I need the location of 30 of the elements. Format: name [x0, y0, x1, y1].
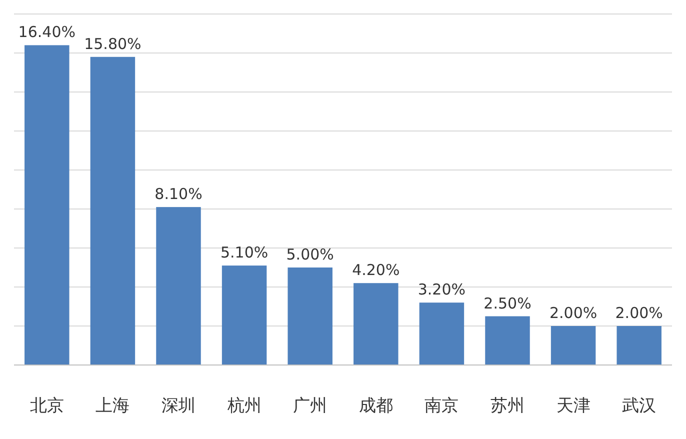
bar	[90, 56, 136, 365]
bar	[156, 207, 201, 365]
bar	[419, 302, 464, 365]
x-tick-label: 北京	[30, 396, 64, 416]
x-tick-label: 杭州	[226, 396, 262, 416]
x-tick-label: 南京	[424, 396, 459, 416]
data-label: 8.10%	[154, 185, 202, 204]
x-tick-label: 苏州	[490, 396, 524, 416]
data-label: 4.20%	[352, 261, 400, 280]
data-label: 5.10%	[220, 244, 268, 262]
bar	[550, 326, 596, 365]
data-label: 3.20%	[418, 280, 466, 299]
x-tick-label: 上海	[96, 396, 130, 416]
bar	[222, 266, 267, 365]
data-label: 2.50%	[484, 294, 532, 312]
bar	[354, 283, 398, 365]
data-label: 2.00%	[549, 304, 598, 322]
bar	[24, 45, 70, 365]
x-tick-label: 深圳	[162, 396, 196, 416]
bar	[485, 316, 530, 365]
data-label: 16.40%	[18, 23, 76, 42]
data-label: 15.80%	[84, 34, 142, 53]
data-label: 5.00%	[286, 246, 334, 264]
x-tick-label: 成都	[358, 396, 393, 416]
x-tick-label: 天津	[556, 396, 590, 416]
bar	[616, 326, 662, 365]
bar	[288, 268, 332, 365]
x-tick-label: 武汉	[622, 396, 656, 416]
x-tick-label: 广州	[293, 396, 328, 416]
data-label: 2.00%	[615, 304, 663, 322]
